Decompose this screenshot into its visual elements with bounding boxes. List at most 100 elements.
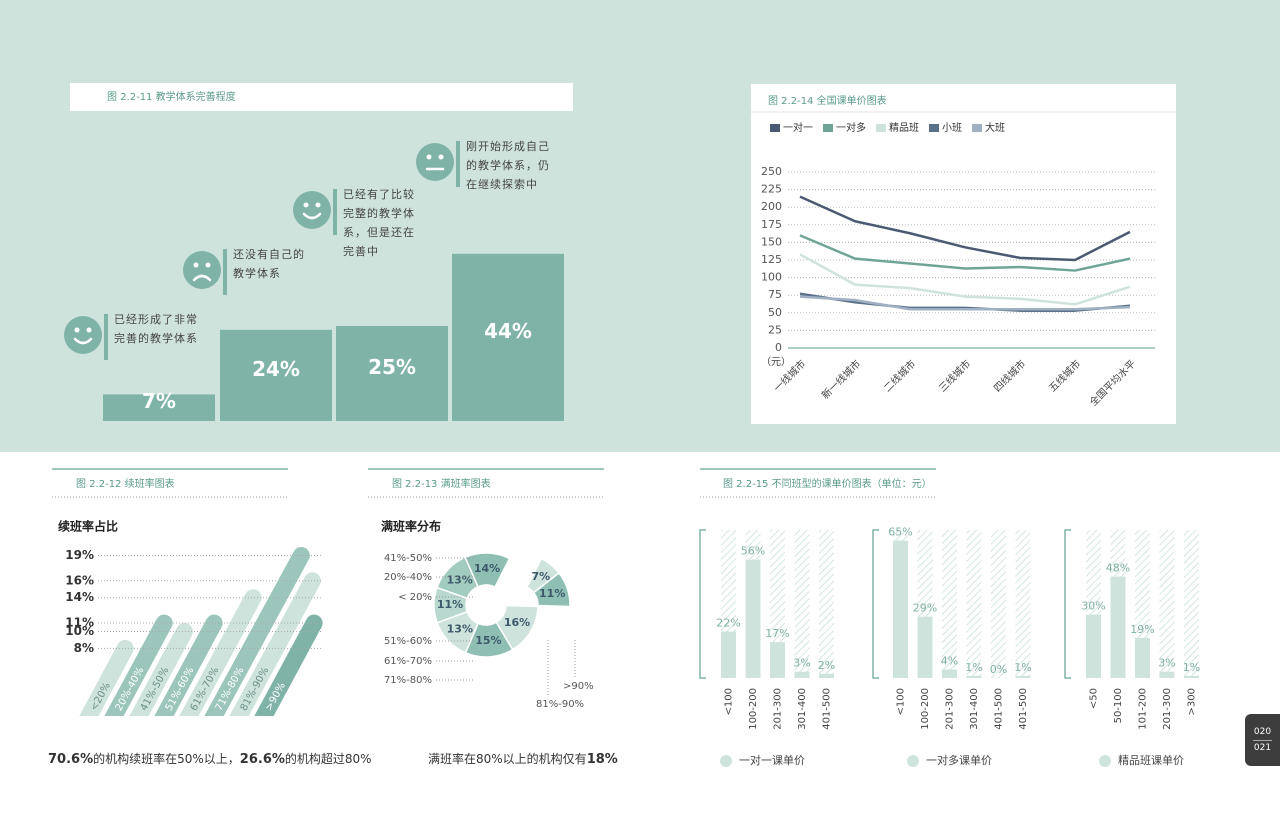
face-eye bbox=[438, 154, 444, 160]
series-line bbox=[799, 234, 1131, 272]
value-label: 1% bbox=[1183, 661, 1200, 674]
legend-label: 精品班课单价 bbox=[1118, 754, 1184, 767]
bar-value-label: 44% bbox=[484, 319, 532, 343]
diagonal-bar bbox=[204, 546, 310, 716]
y-tick-label: 75 bbox=[768, 288, 782, 301]
face-eye bbox=[205, 262, 211, 268]
value-label: 30% bbox=[1081, 600, 1105, 613]
face-eye bbox=[426, 154, 432, 160]
bar bbox=[966, 675, 982, 678]
category-label: 已经有了比较完整的教学体系，但是还在完善中 bbox=[343, 188, 415, 258]
category-label: 81%-90% bbox=[536, 699, 584, 710]
diagonal-bar bbox=[229, 572, 321, 716]
category-label: >90% bbox=[563, 681, 594, 692]
summary-note: 70.6%的机构续班率在50%以上，26.6%的机构超过80% bbox=[48, 750, 372, 767]
face-eye bbox=[74, 327, 80, 333]
value-label: 65% bbox=[888, 526, 912, 539]
note-part: 70.6% bbox=[48, 752, 94, 767]
value-label: 16% bbox=[504, 616, 530, 629]
category-label: 还没有自己的教学体系 bbox=[233, 248, 305, 280]
y-tick-label: 100 bbox=[761, 271, 782, 284]
legend-label: 一对多 bbox=[836, 121, 866, 134]
chart-title: 图 2.2-14 全国课单价图表 bbox=[768, 94, 887, 107]
x-tick-label: 401-500 bbox=[1018, 688, 1029, 730]
chart-title: 图 2.2-13 满班率图表 bbox=[392, 477, 491, 490]
bar-background bbox=[1015, 530, 1031, 678]
bar bbox=[770, 642, 785, 678]
x-tick-label: <100 bbox=[724, 688, 735, 715]
x-tick-label: 100-200 bbox=[920, 688, 931, 730]
category-label: 61%-70% bbox=[384, 656, 432, 667]
bar bbox=[794, 671, 810, 678]
note-part: 的机构超过80% bbox=[284, 752, 372, 766]
note-part: 26.6% bbox=[239, 752, 285, 767]
value-label: 13% bbox=[447, 623, 473, 636]
legend-swatch bbox=[972, 124, 982, 132]
legend-label: 大班 bbox=[985, 121, 1005, 134]
value-label: 29% bbox=[913, 602, 937, 615]
value-label: 13% bbox=[446, 573, 472, 586]
face-eye bbox=[303, 202, 309, 208]
legend-swatch bbox=[1099, 755, 1111, 767]
value-label: 48% bbox=[1106, 562, 1130, 575]
x-tick-label: 101-200 bbox=[1138, 688, 1149, 730]
series-line bbox=[799, 292, 1131, 312]
bracket bbox=[872, 529, 879, 679]
bar bbox=[1159, 671, 1175, 678]
y-tick-label: 150 bbox=[761, 235, 782, 248]
category-label: < 20% bbox=[398, 592, 432, 603]
face-mouth bbox=[302, 212, 322, 220]
face-icon bbox=[416, 143, 454, 181]
y-tick-label: 8% bbox=[74, 641, 94, 655]
step-bar bbox=[103, 394, 215, 421]
y-tick-label: 16% bbox=[65, 573, 94, 587]
x-tick-label: 201-300 bbox=[945, 688, 956, 730]
bar-background bbox=[942, 530, 957, 678]
value-label: 56% bbox=[741, 545, 765, 558]
series-line bbox=[799, 195, 1131, 262]
chart-subtitle: 续班率占比 bbox=[58, 519, 118, 534]
page-number: 020 bbox=[1253, 727, 1272, 737]
y-tick-label: 125 bbox=[761, 253, 782, 266]
bar bbox=[1135, 637, 1150, 678]
bar bbox=[893, 540, 908, 678]
face-icon bbox=[64, 316, 102, 354]
legend-swatch bbox=[770, 124, 780, 132]
bracket bbox=[1064, 529, 1071, 679]
bar bbox=[942, 669, 957, 678]
x-tick-label: 301-400 bbox=[797, 688, 808, 730]
bar-group bbox=[79, 546, 323, 716]
bar-background bbox=[1159, 530, 1175, 678]
title-strip bbox=[70, 83, 573, 111]
diagonal-bar bbox=[254, 614, 323, 716]
y-tick-label: 250 bbox=[761, 165, 782, 178]
value-label: 7% bbox=[532, 570, 551, 583]
y-axis-label: （元） bbox=[761, 356, 791, 368]
chart-subtitle: 满班率分布 bbox=[381, 519, 441, 534]
y-tick-label: 50 bbox=[768, 306, 782, 319]
text-marker bbox=[333, 189, 337, 235]
y-tick-label: 175 bbox=[761, 218, 782, 231]
diagonal-bar bbox=[129, 623, 193, 716]
face-icon bbox=[293, 191, 331, 229]
face-eye bbox=[193, 262, 199, 268]
donut-segment bbox=[464, 552, 511, 589]
page-number: 021 bbox=[1253, 740, 1272, 755]
bar-value-label: 7% bbox=[142, 389, 176, 413]
value-label: 2% bbox=[818, 659, 835, 672]
face-mouth bbox=[192, 274, 212, 282]
bar bbox=[819, 673, 834, 678]
category-label: 41%-50% bbox=[384, 553, 432, 564]
y-tick-label: 10% bbox=[65, 624, 94, 638]
x-tick-label: 50-100 bbox=[1113, 688, 1124, 723]
page-number-box: 020 021 bbox=[1245, 714, 1280, 766]
text-marker bbox=[456, 141, 460, 187]
bar bbox=[1015, 675, 1031, 678]
series-line bbox=[799, 253, 1131, 306]
series-line bbox=[799, 295, 1131, 311]
bar bbox=[1184, 675, 1199, 678]
summary-note: 满班率在80%以上的机构仅有18% bbox=[428, 750, 618, 767]
bar-background bbox=[794, 530, 810, 678]
step-bar bbox=[220, 329, 332, 421]
